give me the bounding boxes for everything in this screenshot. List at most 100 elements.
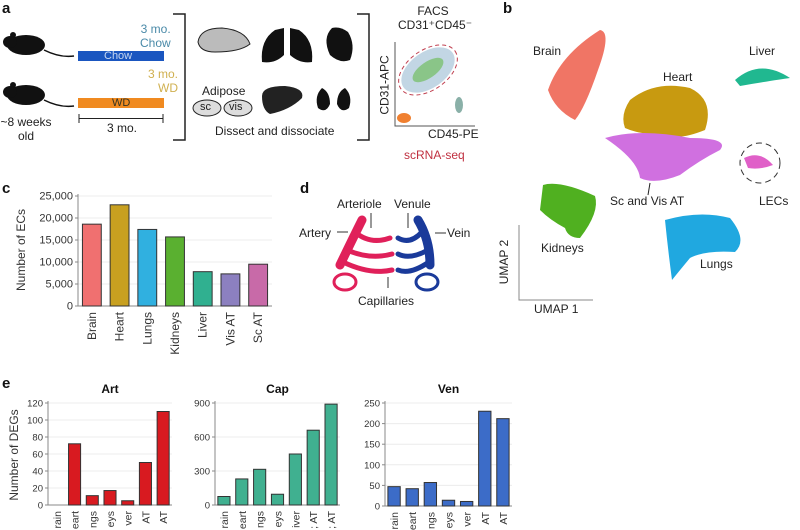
y-tick-label: 20 [32,484,43,495]
facs-line1: FACS [417,4,449,18]
mouse-icon [3,32,75,58]
adipose-pointer [647,182,651,196]
umap-x-label: UMAP 1 [534,302,579,316]
y-tick-label: 60 [32,450,43,461]
y-tick-label: 15,000 [39,235,73,247]
chart-cap: 0 300 600 900 rain eart ngs eys iver ; AT ; AT Cap [194,382,340,529]
chart-title: Cap [266,382,289,396]
y-tick-label: 600 [194,433,210,444]
x-tick-label: Lungs [140,312,154,345]
lungs-icon [261,28,313,63]
diagram-pointers [337,213,446,288]
x-tick-label: Heart [113,311,127,341]
bar [387,486,401,507]
wd-label: 3 mo. WD [148,67,178,95]
wd-bar [78,98,164,108]
y-tick-label: 250 [364,399,380,410]
umap-axes [518,225,593,301]
wd-label-line1: 3 mo. [148,67,179,81]
x-tick-label: ver [123,511,135,526]
x-tick-label: ngs [255,511,267,528]
vis-adipose-icon [223,99,253,117]
duration-bracket [78,114,164,123]
facs-title: FACS CD31⁺CD45⁻ [398,4,472,32]
umap-cluster-kidneys [540,183,596,238]
x-tick-label: iver [290,510,302,527]
bar [81,223,102,307]
chart-title: Ven [438,382,459,396]
left-bracket [173,13,186,141]
x-tick-label: eart [70,511,82,529]
umap-cluster-lungs [665,214,741,280]
bar [288,453,302,506]
bar [109,204,130,307]
x-tick-label: Sc AT [251,311,265,343]
bar [217,496,231,506]
y-axis-label: Number of DEGs [7,409,21,500]
bar [68,443,82,506]
x-tick-label: AT [480,511,492,524]
x-tick-label: rain [52,511,64,529]
umap-label-brain: Brain [533,44,562,58]
umap-label-kidneys: Kidneys [541,241,584,255]
right-bracket [357,13,370,141]
umap-label-liver: Liver [749,44,776,58]
x-tick-label: ngs [87,511,99,528]
bar [165,236,185,307]
chow-bar [78,51,164,61]
panel-label-c: c [2,180,11,197]
artery-label: Artery [299,226,332,240]
artery-end [332,272,358,292]
x-tick-label: Kidneys [168,312,182,355]
dissect-label: Dissect and dissociate [215,124,335,138]
age-line1: ~8 weeks [0,115,52,129]
x-tick-label: AT [498,511,510,524]
y-tick-label: 150 [364,440,380,451]
bar [192,271,213,307]
y-tick-label: 25,000 [39,191,73,203]
panel-label-a: a [2,0,11,17]
umap-cluster-adipose [605,133,722,181]
y-tick-label: 900 [194,399,210,410]
umap-cluster-brain [548,30,606,120]
chow-bar-label: Chow [104,50,133,62]
x-tick-label: ver [462,512,474,527]
y-tick-label: 0 [67,301,73,313]
scrna-label: scRNA-seq [404,148,465,162]
bar [496,418,510,507]
bar [306,429,320,506]
panel-label-d: d [300,180,310,197]
y-tick-label: 20,000 [39,213,73,225]
chow-label: 3 mo. Chow [140,22,171,50]
bar [423,482,438,507]
bar [220,273,241,307]
y-tick-label: 0 [375,502,380,513]
x-tick-label: Brain [85,312,99,340]
bar [253,468,267,506]
y-tick-label: 40 [32,467,43,478]
y-tick-label: 10,000 [39,257,73,269]
umap-cluster-liver [735,68,790,86]
umap-label-heart: Heart [663,70,693,84]
x-tick-label: eys [444,512,456,528]
y-tick-label: 50 [369,481,380,492]
x-tick-label: rain [219,511,231,529]
wd-bar-label: WD [112,97,131,109]
y-tick-label: 0 [205,501,210,512]
y-tick-label: 80 [32,433,43,444]
umap-cluster-heart [623,85,708,137]
umap-label-lecs: LECs [759,194,789,208]
x-tick-label: AT [140,510,152,523]
panel-label-e: e [2,375,11,392]
heart-icon [326,27,353,62]
kidneys-icon [316,88,351,111]
bar [478,410,492,507]
x-tick-label: ngs [425,512,437,529]
umap-label-lungs: Lungs [700,257,733,271]
y-tick-label: 5,000 [45,279,73,291]
y-tick-label: 100 [364,460,380,471]
x-tick-label: AT [158,510,170,523]
